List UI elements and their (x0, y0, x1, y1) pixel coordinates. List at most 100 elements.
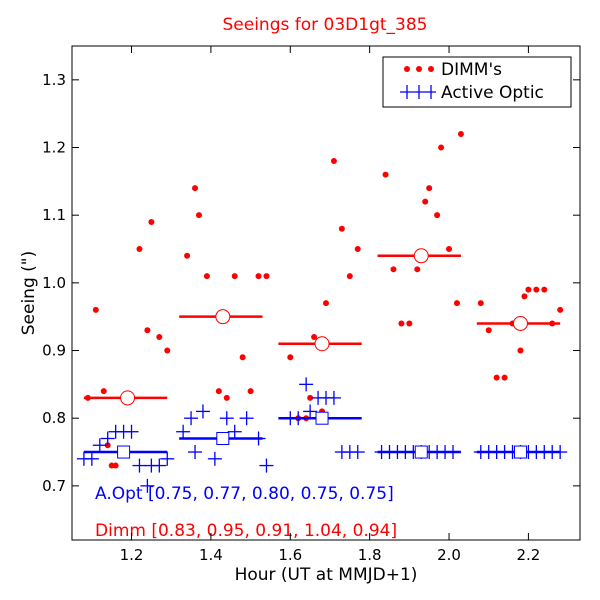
plot-frame (71, 45, 581, 541)
dimm-average-marker (413, 248, 429, 264)
dimm-average-marker (215, 309, 231, 325)
dimm-point (533, 286, 540, 293)
dimm-point (414, 266, 421, 273)
dimm-average-marker (314, 336, 330, 352)
dimm-point (521, 293, 528, 300)
active-optic-point (326, 390, 341, 405)
dimm-point (112, 462, 119, 469)
dimm-point (100, 388, 107, 395)
x-axis-label: Hour (UT at MMJD+1) (235, 565, 418, 585)
dimm-point (263, 273, 270, 280)
dimm-point (287, 354, 294, 361)
aopt-average-marker (117, 445, 131, 459)
dimm-point (446, 246, 453, 253)
y-tick-label: 0.9 (42, 342, 66, 360)
dimm-point (196, 212, 202, 219)
active-optic-point (140, 478, 155, 493)
dimm-point (485, 327, 492, 334)
legend-box (382, 56, 572, 108)
dimm-point (255, 273, 262, 280)
x-tick-label: 2.0 (437, 546, 461, 564)
x-tick-label: 2.2 (516, 546, 540, 564)
aopt-average-marker (414, 445, 428, 459)
dimm-point (164, 347, 171, 354)
dimm-average-marker (512, 315, 528, 331)
active-optic-point (350, 445, 365, 460)
x-tick-label: 1.4 (199, 546, 223, 564)
dimm-point (330, 158, 337, 165)
dimm-point (557, 306, 564, 313)
dimm-point (406, 320, 413, 327)
dimm-point (184, 252, 191, 259)
dimm-point (307, 394, 314, 401)
legend-active-optic-label: Active Optic (441, 83, 544, 103)
y-axis-label: Seeing (") (19, 251, 39, 336)
legend-dimm-label: DIMM's (441, 60, 502, 80)
active-optic-point (160, 451, 175, 466)
dimm-point (501, 374, 508, 381)
active-optic-point (124, 424, 139, 439)
x-tick-label: 1.8 (358, 546, 382, 564)
active-optic-point (239, 411, 254, 426)
x-tick-label: 1.2 (120, 546, 144, 564)
dimm-point (457, 130, 464, 137)
dimm-summary-annotation: Dimm [0.83, 0.95, 0.91, 1.04, 0.94] (95, 521, 397, 541)
dimm-point (426, 185, 433, 192)
dimm-point (525, 286, 532, 293)
dimm-point (311, 333, 318, 340)
y-tick-label: 0.7 (42, 477, 66, 495)
dimm-point (156, 333, 163, 340)
dimm-point (493, 374, 500, 381)
y-tick-label: 1.0 (42, 274, 66, 292)
legend-dimm-marker (404, 66, 410, 72)
y-tick-label: 1.1 (42, 206, 66, 224)
active-optic-point (100, 431, 115, 446)
active-optic-point (84, 451, 99, 466)
axis-ticks: 1.2 1.4 1.6 1.8 2.0 2.2 0.7 0.8 0.9 1.0 1.1 1.2 1.3 (42, 46, 580, 564)
dimm-point (398, 320, 405, 327)
aopt-average-marker (315, 411, 329, 425)
plot-area (76, 130, 568, 493)
dimm-point (422, 198, 429, 205)
active-optic-point (195, 404, 210, 419)
dimm-point (92, 306, 99, 313)
dimm-point (434, 212, 441, 219)
active-optic-point (188, 445, 203, 460)
aopt-average-marker (216, 431, 230, 445)
active-optic-point (132, 458, 147, 473)
active-optic-point (219, 411, 234, 426)
chart-title: Seeings for 03D1gt_385 (223, 15, 428, 35)
dimm-point (390, 266, 397, 273)
dimm-point (517, 347, 524, 354)
dimm-point (247, 388, 254, 395)
dimm-point (453, 300, 460, 307)
legend: DIMM's Active Optic (382, 56, 572, 108)
legend-dimm-marker (428, 66, 434, 72)
active-optic-point (227, 424, 242, 439)
y-tick-label: 1.2 (42, 139, 66, 157)
dimm-point (148, 218, 155, 225)
dimm-average-marker (120, 390, 136, 406)
dimm-point (136, 246, 143, 253)
active-optic-point (303, 404, 318, 419)
active-optic-point (299, 377, 314, 392)
x-tick-label: 1.6 (278, 546, 302, 564)
dimm-point (438, 144, 445, 151)
dimm-point (144, 327, 151, 334)
active-optic-point (176, 424, 191, 439)
active-optic-point (207, 451, 222, 466)
aopt-summary-annotation: A.Opt [0.75, 0.77, 0.80, 0.75, 0.75] (95, 484, 394, 504)
dimm-point (192, 185, 199, 192)
y-tick-label: 1.3 (42, 71, 66, 89)
active-optic-point (259, 458, 274, 473)
legend-dimm-markers (404, 66, 434, 72)
active-optic-point (92, 438, 107, 453)
dimm-point (541, 286, 548, 293)
dimm-point (338, 225, 345, 232)
y-tick-label: 0.8 (42, 409, 66, 427)
active-optic-point (184, 411, 199, 426)
dimm-point (231, 273, 238, 280)
dimm-point (382, 171, 389, 178)
dimm-point (203, 273, 210, 280)
